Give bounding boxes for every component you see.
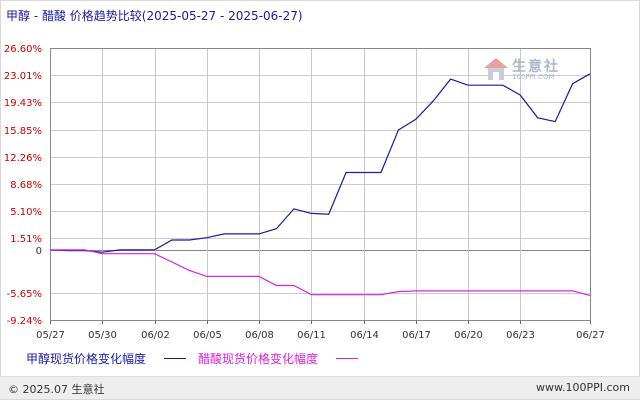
y-tick-label: 8.68%: [10, 180, 42, 191]
series-lines: [49, 73, 591, 296]
x-tick-label: 06/05: [193, 330, 222, 341]
x-tick-label: 06/02: [141, 330, 170, 341]
footer-site-link[interactable]: www.100PPI.com: [536, 381, 630, 394]
y-tick-label: -9.24%: [7, 316, 42, 327]
legend-label-methanol: 甲醇现货价格变化幅度: [26, 352, 147, 366]
x-tick-label: 06/27: [576, 330, 605, 341]
footer-copyright: © 2025.07 生意社: [8, 383, 105, 396]
legend-item-acetic: 醋酸现货价格变化幅度: [198, 350, 358, 367]
y-tick-label: 23.01%: [4, 71, 42, 82]
line-chart: 26.60% 23.01% 19.43% 15.85% 12.26% 8.68% 5.10%…: [4, 44, 605, 341]
legend-swatch-methanol: [164, 358, 186, 359]
y-tick-label: 0: [36, 246, 42, 257]
x-tick-label: 06/20: [454, 330, 483, 341]
x-tick-label: 06/23: [506, 330, 535, 341]
x-tick-label: 05/27: [36, 330, 65, 341]
y-tick-label: 5.10%: [10, 207, 42, 218]
legend-swatch-acetic: [336, 358, 358, 359]
watermark-text: 生意社: [512, 59, 560, 75]
legend-item-methanol: 甲醇现货价格变化幅度: [26, 350, 186, 367]
series-line-methanol: [49, 73, 591, 253]
x-tick-label: 06/08: [245, 330, 274, 341]
x-tick-label: 06/11: [297, 330, 326, 341]
x-tick-labels: 05/27 05/30 06/02 06/05 06/08 06/11 06/14 06/17…: [36, 330, 605, 341]
y-tick-label: 26.60%: [4, 44, 42, 55]
y-tick-label: 19.43%: [4, 98, 42, 109]
legend-label-acetic: 醋酸现货价格变化幅度: [198, 352, 319, 366]
y-tick-label: 1.51%: [10, 234, 42, 245]
x-tick-label: 06/14: [350, 330, 379, 341]
house-icon: [484, 58, 508, 80]
y-tick-label: -5.65%: [7, 289, 42, 300]
footer: © 2025.07 生意社 www.100PPI.com: [0, 376, 640, 399]
x-tick-label: 06/17: [402, 330, 431, 341]
y-tick-label: 12.26%: [4, 153, 42, 164]
chart-title: 甲醇 - 醋酸 价格趋势比较(2025-05-27 - 2025-06-27): [6, 9, 303, 23]
y-tick-label: 15.85%: [4, 126, 42, 137]
axes: [50, 48, 591, 324]
watermark-logo: 生意社 100PPI.COM: [482, 54, 574, 84]
x-tick-label: 05/30: [88, 330, 117, 341]
watermark-subtext: 100PPI.COM: [512, 73, 555, 81]
plot-border: [50, 48, 591, 321]
series-line-acetic: [50, 249, 591, 296]
y-tick-labels: 26.60% 23.01% 19.43% 15.85% 12.26% 8.68% 5.10%…: [4, 44, 42, 327]
